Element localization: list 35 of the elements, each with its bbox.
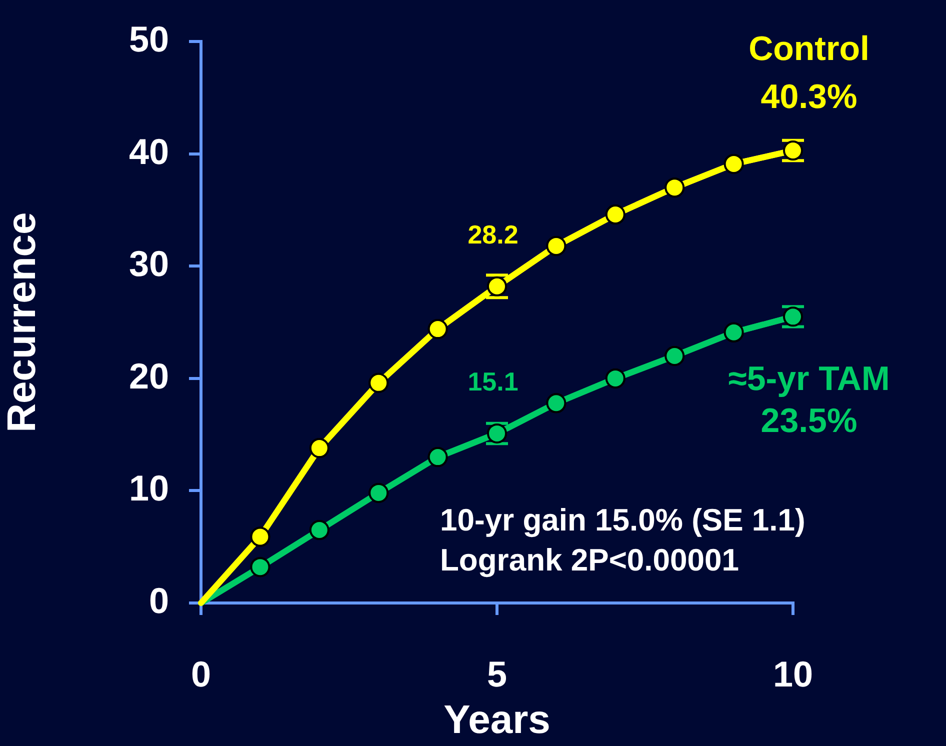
point [250, 526, 270, 547]
point [368, 482, 389, 503]
y-tick-label: 40 [128, 130, 169, 172]
x-axis-title: Years [444, 698, 550, 742]
x-tick-label: 0 [190, 654, 212, 695]
point [250, 557, 270, 578]
point [724, 154, 744, 174]
point [546, 236, 566, 256]
annotation: 10-yr gain 15.0% (SE 1.1) [440, 502, 806, 538]
point [428, 447, 448, 468]
y-axis-title: Recurrence [0, 212, 44, 432]
x-tick-label: 5 [486, 654, 508, 695]
annotation: 40.3% [760, 78, 858, 116]
point [309, 520, 330, 540]
point [309, 438, 330, 458]
point [546, 393, 566, 414]
y-tick-label: 50 [128, 18, 169, 60]
text: Control [748, 30, 870, 68]
series-label: ≈5-yr TAM [728, 360, 890, 398]
y-tick-label: 20 [128, 355, 169, 396]
y-tick-label: 30 [128, 243, 169, 284]
x-tick-label: 10 [772, 654, 814, 695]
point [605, 368, 626, 388]
data-label: 15.1 [468, 366, 518, 397]
point [664, 346, 685, 366]
y-tick-label: 10 [128, 468, 169, 509]
point [664, 178, 685, 198]
annotation: Logrank 2P<0.00001 [440, 542, 739, 578]
data-label: 28.2 [468, 220, 518, 250]
point [368, 372, 389, 393]
point [605, 204, 626, 225]
point [724, 322, 744, 342]
y-tick-label: 0 [148, 580, 169, 621]
annotation: 23.5% [760, 402, 858, 440]
point [428, 319, 448, 340]
